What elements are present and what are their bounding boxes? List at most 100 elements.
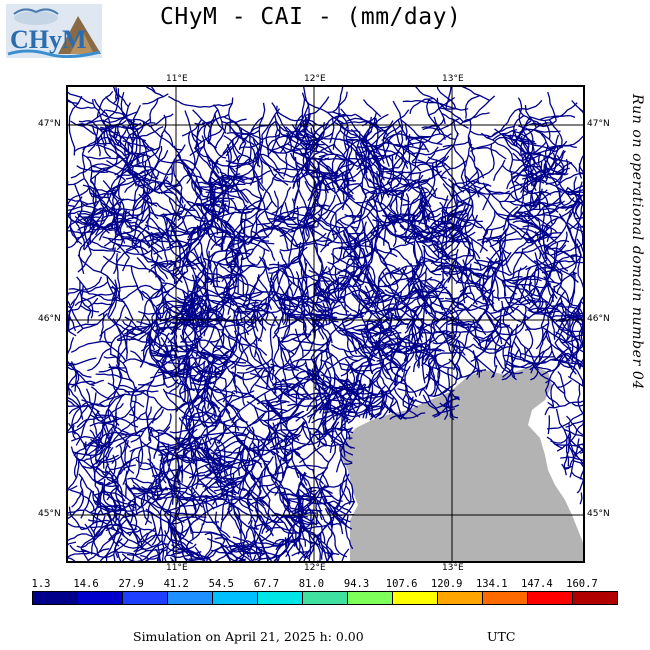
river-segment [170,186,206,224]
river-segment [152,468,184,477]
river-segment [176,444,204,450]
river-segment [78,120,104,133]
river-segment [521,168,551,180]
river-segment [89,247,121,254]
river-segment [514,180,533,193]
river-segment [93,98,111,123]
river-segment [490,365,498,379]
river-segment [472,350,480,376]
river-segment [305,371,324,391]
river-segment [67,337,75,359]
river-segment [203,387,214,424]
river-segment [601,86,612,111]
river-segment [108,434,142,444]
river-segment [330,253,360,269]
river-segment [343,350,359,362]
river-segment [43,183,49,209]
river-segment [149,234,165,251]
river-segment [585,299,593,315]
river-segment [588,359,613,373]
river-segment [205,441,210,459]
river-segment [176,293,193,318]
river-segment [68,403,106,415]
river-segment [213,104,227,134]
river-segment [336,473,350,510]
river-segment [248,426,255,450]
river-segment [488,298,499,313]
river-segment [250,525,268,557]
river-segment [550,382,555,407]
river-segment [603,182,613,202]
river-segment [23,471,44,482]
river-segment [202,426,217,452]
river-segment [240,549,280,557]
river-segment [282,489,290,513]
river-segment [237,546,253,562]
river-segment [333,427,346,457]
river-segment [408,245,426,287]
river-segment [505,284,524,290]
river-segment [558,337,581,366]
river-segment [412,353,430,373]
river-segment [274,421,307,433]
river-segment [76,312,108,334]
river-segment [317,320,325,340]
river-segment [294,465,312,491]
river-segment [245,613,282,618]
river-segment [187,233,205,241]
river-segment [61,491,66,515]
river-segment [216,394,255,402]
river-segment [573,460,584,466]
river-segment [350,128,367,152]
river-segment [447,367,450,388]
river-segment [402,157,422,172]
river-segment [284,269,294,296]
river-segment [279,135,289,154]
river-segment [275,128,288,155]
river-segment [107,137,126,157]
river-segment [541,326,574,364]
river-segment [543,147,552,179]
river-segment [314,276,340,304]
river-segment [285,116,311,154]
river-segment [95,480,117,487]
river-segment [213,363,228,372]
river-segment [229,119,263,141]
river-segment [108,127,120,152]
river-segment [244,267,267,311]
river-segment [248,485,280,507]
river-segment [137,126,164,139]
river-segment [250,317,263,342]
river-segment [251,471,286,480]
river-segment [382,303,397,310]
river-segment [143,191,153,206]
river-segment [174,373,196,378]
river-segment [470,280,488,293]
river-segment [405,215,416,232]
river-segment [67,90,94,105]
river-segment [411,268,423,300]
river-segment [456,286,467,309]
river-segment [379,195,394,212]
river-segment [272,457,283,476]
river-segment [595,203,614,232]
river-segment [138,434,144,468]
river-segment [518,266,532,304]
river-segment [594,188,626,197]
river-segment [600,485,629,494]
river-segment [99,389,146,405]
river-segment [104,539,129,559]
river-segment [250,493,273,522]
river-segment [181,119,203,137]
river-segment [42,467,49,495]
river-segment [228,262,236,289]
river-segment [192,322,220,326]
river-segment [412,132,459,164]
river-segment [236,310,251,313]
river-segment [492,128,518,141]
river-segment [140,554,159,560]
river-segment [305,112,341,152]
river-segment [451,339,459,384]
river-segment [339,295,362,317]
river-segment [452,170,479,186]
